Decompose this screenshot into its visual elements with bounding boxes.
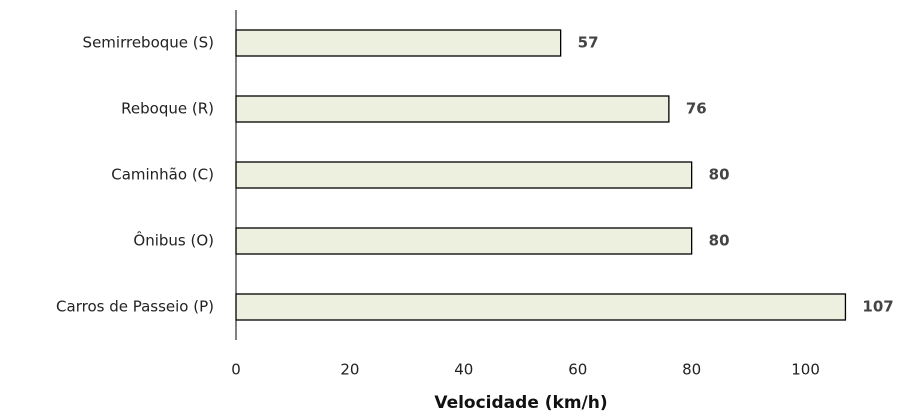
y-tick-label: Semirreboque (S): [83, 34, 214, 52]
x-tick-label: 20: [340, 361, 359, 379]
bar: [235, 29, 562, 57]
y-tick-label: Ônibus (O): [133, 231, 214, 250]
bar: [235, 293, 847, 321]
x-tick-label: 100: [791, 361, 820, 379]
bar: [235, 95, 670, 123]
y-tick-label: Reboque (R): [121, 100, 214, 118]
bar: [235, 227, 693, 255]
value-label: 107: [862, 298, 893, 316]
value-label: 76: [686, 100, 707, 118]
bar: [235, 161, 693, 189]
x-tick-label: 60: [568, 361, 587, 379]
x-axis-title: Velocidade (km/h): [434, 393, 607, 413]
y-tick-label: Carros de Passeio (P): [56, 298, 214, 316]
value-label: 80: [709, 232, 730, 250]
x-tick-label: 40: [454, 361, 473, 379]
value-label: 80: [709, 166, 730, 184]
y-tick-label: Caminhão (C): [111, 166, 214, 184]
value-label: 57: [578, 34, 599, 52]
x-tick-label: 0: [231, 361, 241, 379]
x-tick-label: 80: [682, 361, 701, 379]
